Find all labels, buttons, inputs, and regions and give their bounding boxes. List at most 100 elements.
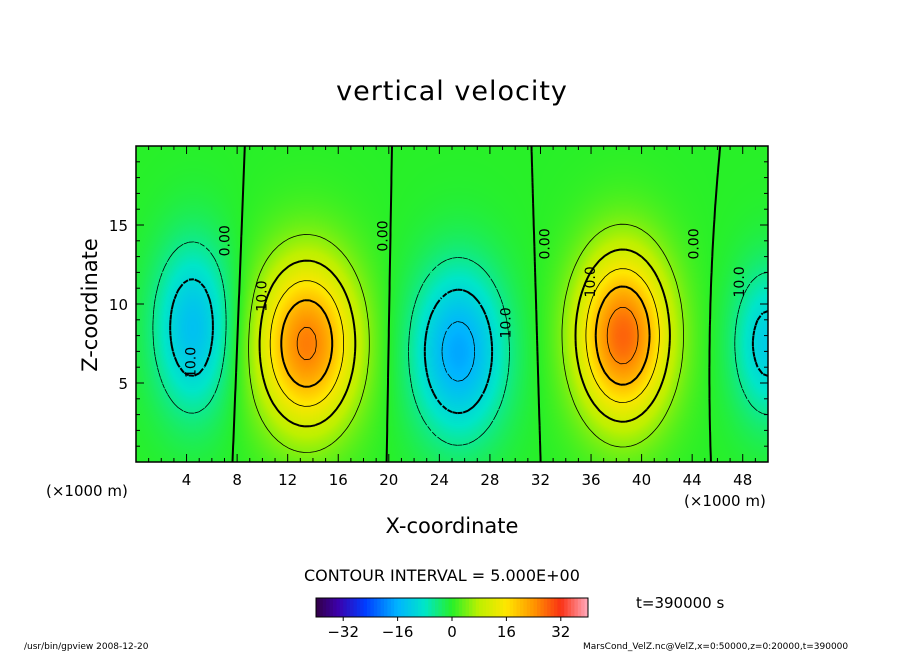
- colorbar-segment: [520, 598, 524, 617]
- colorbar-segment: [418, 598, 422, 617]
- colorbar-segment: [560, 598, 565, 617]
- y-axis-label: Z-coordinate: [78, 238, 102, 372]
- colorbar-tick-label: 32: [551, 623, 570, 641]
- colorbar-segment: [319, 598, 324, 617]
- contour-label: 0.00: [376, 220, 392, 251]
- colorbar-segment: [350, 598, 354, 617]
- colorbar-segment: [564, 598, 568, 617]
- y-tick-label: 10: [109, 296, 128, 314]
- contour-label: 10.0: [254, 281, 270, 312]
- colorbar-segment: [547, 598, 551, 617]
- colorbar-segment: [367, 598, 371, 617]
- colorbar-segment: [516, 598, 521, 617]
- colorbar-segment: [571, 598, 575, 617]
- colorbar-segment: [577, 598, 582, 617]
- footer-left: /usr/bin/gpview 2008-12-20: [24, 642, 149, 652]
- colorbar-segment: [503, 598, 507, 617]
- contour-line: [169, 278, 769, 415]
- colorbar-segment: [356, 598, 361, 617]
- colorbar-segment: [509, 598, 514, 617]
- colorbar-segment: [322, 598, 327, 617]
- x-tick-label: 28: [480, 471, 499, 489]
- colorbar-segment: [550, 598, 555, 617]
- colorbar-segment: [397, 598, 402, 617]
- contour-line: [269, 268, 660, 407]
- colorbar-segment: [373, 598, 378, 617]
- colorbar-segment: [472, 598, 477, 617]
- colorbar-segment: [482, 598, 487, 617]
- colorbar-segment: [343, 598, 347, 617]
- contour-label: 10.0: [184, 347, 200, 378]
- x-tick-label: 8: [232, 471, 242, 489]
- contour-line: [280, 285, 651, 388]
- colorbar-segment: [441, 598, 446, 617]
- colorbar-segment: [452, 598, 456, 617]
- colorbar-segment: [326, 598, 330, 617]
- contour-line: [152, 241, 769, 446]
- colorbar-segment: [448, 598, 453, 617]
- colorbar-segment: [506, 598, 511, 617]
- contour-line: [231, 145, 722, 463]
- x-tick-label: 12: [278, 471, 297, 489]
- chart-title: vertical velocity: [336, 76, 568, 107]
- colorbar-segment: [339, 598, 344, 617]
- colorbar-segment: [465, 598, 470, 617]
- colorbar-segment: [390, 598, 395, 617]
- colorbar-segment: [496, 598, 500, 617]
- x-tick-label: 4: [182, 471, 192, 489]
- colorbar-segment: [411, 598, 415, 617]
- contour-line: [248, 223, 684, 453]
- contour-label: 10.0: [732, 266, 748, 297]
- x-unit-right: (×1000 m): [684, 492, 766, 510]
- colorbar-segment: [462, 598, 466, 617]
- x-tick-label: 40: [632, 471, 651, 489]
- colorbar-segment: [407, 598, 412, 617]
- colorbar-tick-label: 0: [447, 623, 457, 641]
- colorbar-segment: [438, 598, 443, 617]
- colorbar-tick-label: −32: [327, 623, 359, 641]
- colorbar-segment: [479, 598, 483, 617]
- colorbar-tick-label: 16: [497, 623, 516, 641]
- contour-lines: [152, 145, 769, 463]
- colorbar-segment: [370, 598, 375, 617]
- colorbar-segment: [523, 598, 528, 617]
- colorbar-segment: [329, 598, 334, 617]
- colorbar-segment: [346, 598, 351, 617]
- colorbar-segment: [475, 598, 480, 617]
- colorbar-segment: [526, 598, 531, 617]
- colorbar-segment: [428, 598, 432, 617]
- x-tick-label: 20: [379, 471, 398, 489]
- colorbar-segment: [404, 598, 409, 617]
- colorbar-segment: [567, 598, 572, 617]
- colorbar-segment: [469, 598, 473, 617]
- colorbar-segment: [533, 598, 538, 617]
- heatmap-field: [136, 146, 768, 462]
- colorbar-segment: [584, 598, 589, 617]
- contour-line: [258, 248, 671, 428]
- x-tick-label: 48: [733, 471, 752, 489]
- colorbar-segment: [530, 598, 534, 617]
- colorbar-segment: [489, 598, 494, 617]
- colorbar-segment: [574, 598, 579, 617]
- colorbar-segment: [445, 598, 449, 617]
- contour-label: 0.00: [538, 228, 554, 259]
- contour-label: 0.00: [687, 228, 703, 259]
- colorbar-segment: [581, 598, 585, 617]
- colorbar-segment: [513, 598, 517, 617]
- y-tick-label: 5: [118, 375, 128, 393]
- y-tick-label: 15: [109, 217, 128, 235]
- colorbar-segment: [431, 598, 436, 617]
- x-unit-left: (×1000 m): [46, 482, 128, 500]
- footer-right: MarsCond_VelZ.nc@VelZ,x=0:50000,z=0:2000…: [583, 642, 849, 652]
- colorbar-segment: [360, 598, 364, 617]
- colorbar-segment: [377, 598, 381, 617]
- colorbar-segment: [499, 598, 504, 617]
- colorbar-segment: [333, 598, 337, 617]
- colorbar-segment: [384, 598, 388, 617]
- contour-label: 10.0: [583, 266, 599, 297]
- x-tick-label: 16: [329, 471, 348, 489]
- colorbar-segment: [353, 598, 358, 617]
- x-tick-label: 36: [581, 471, 600, 489]
